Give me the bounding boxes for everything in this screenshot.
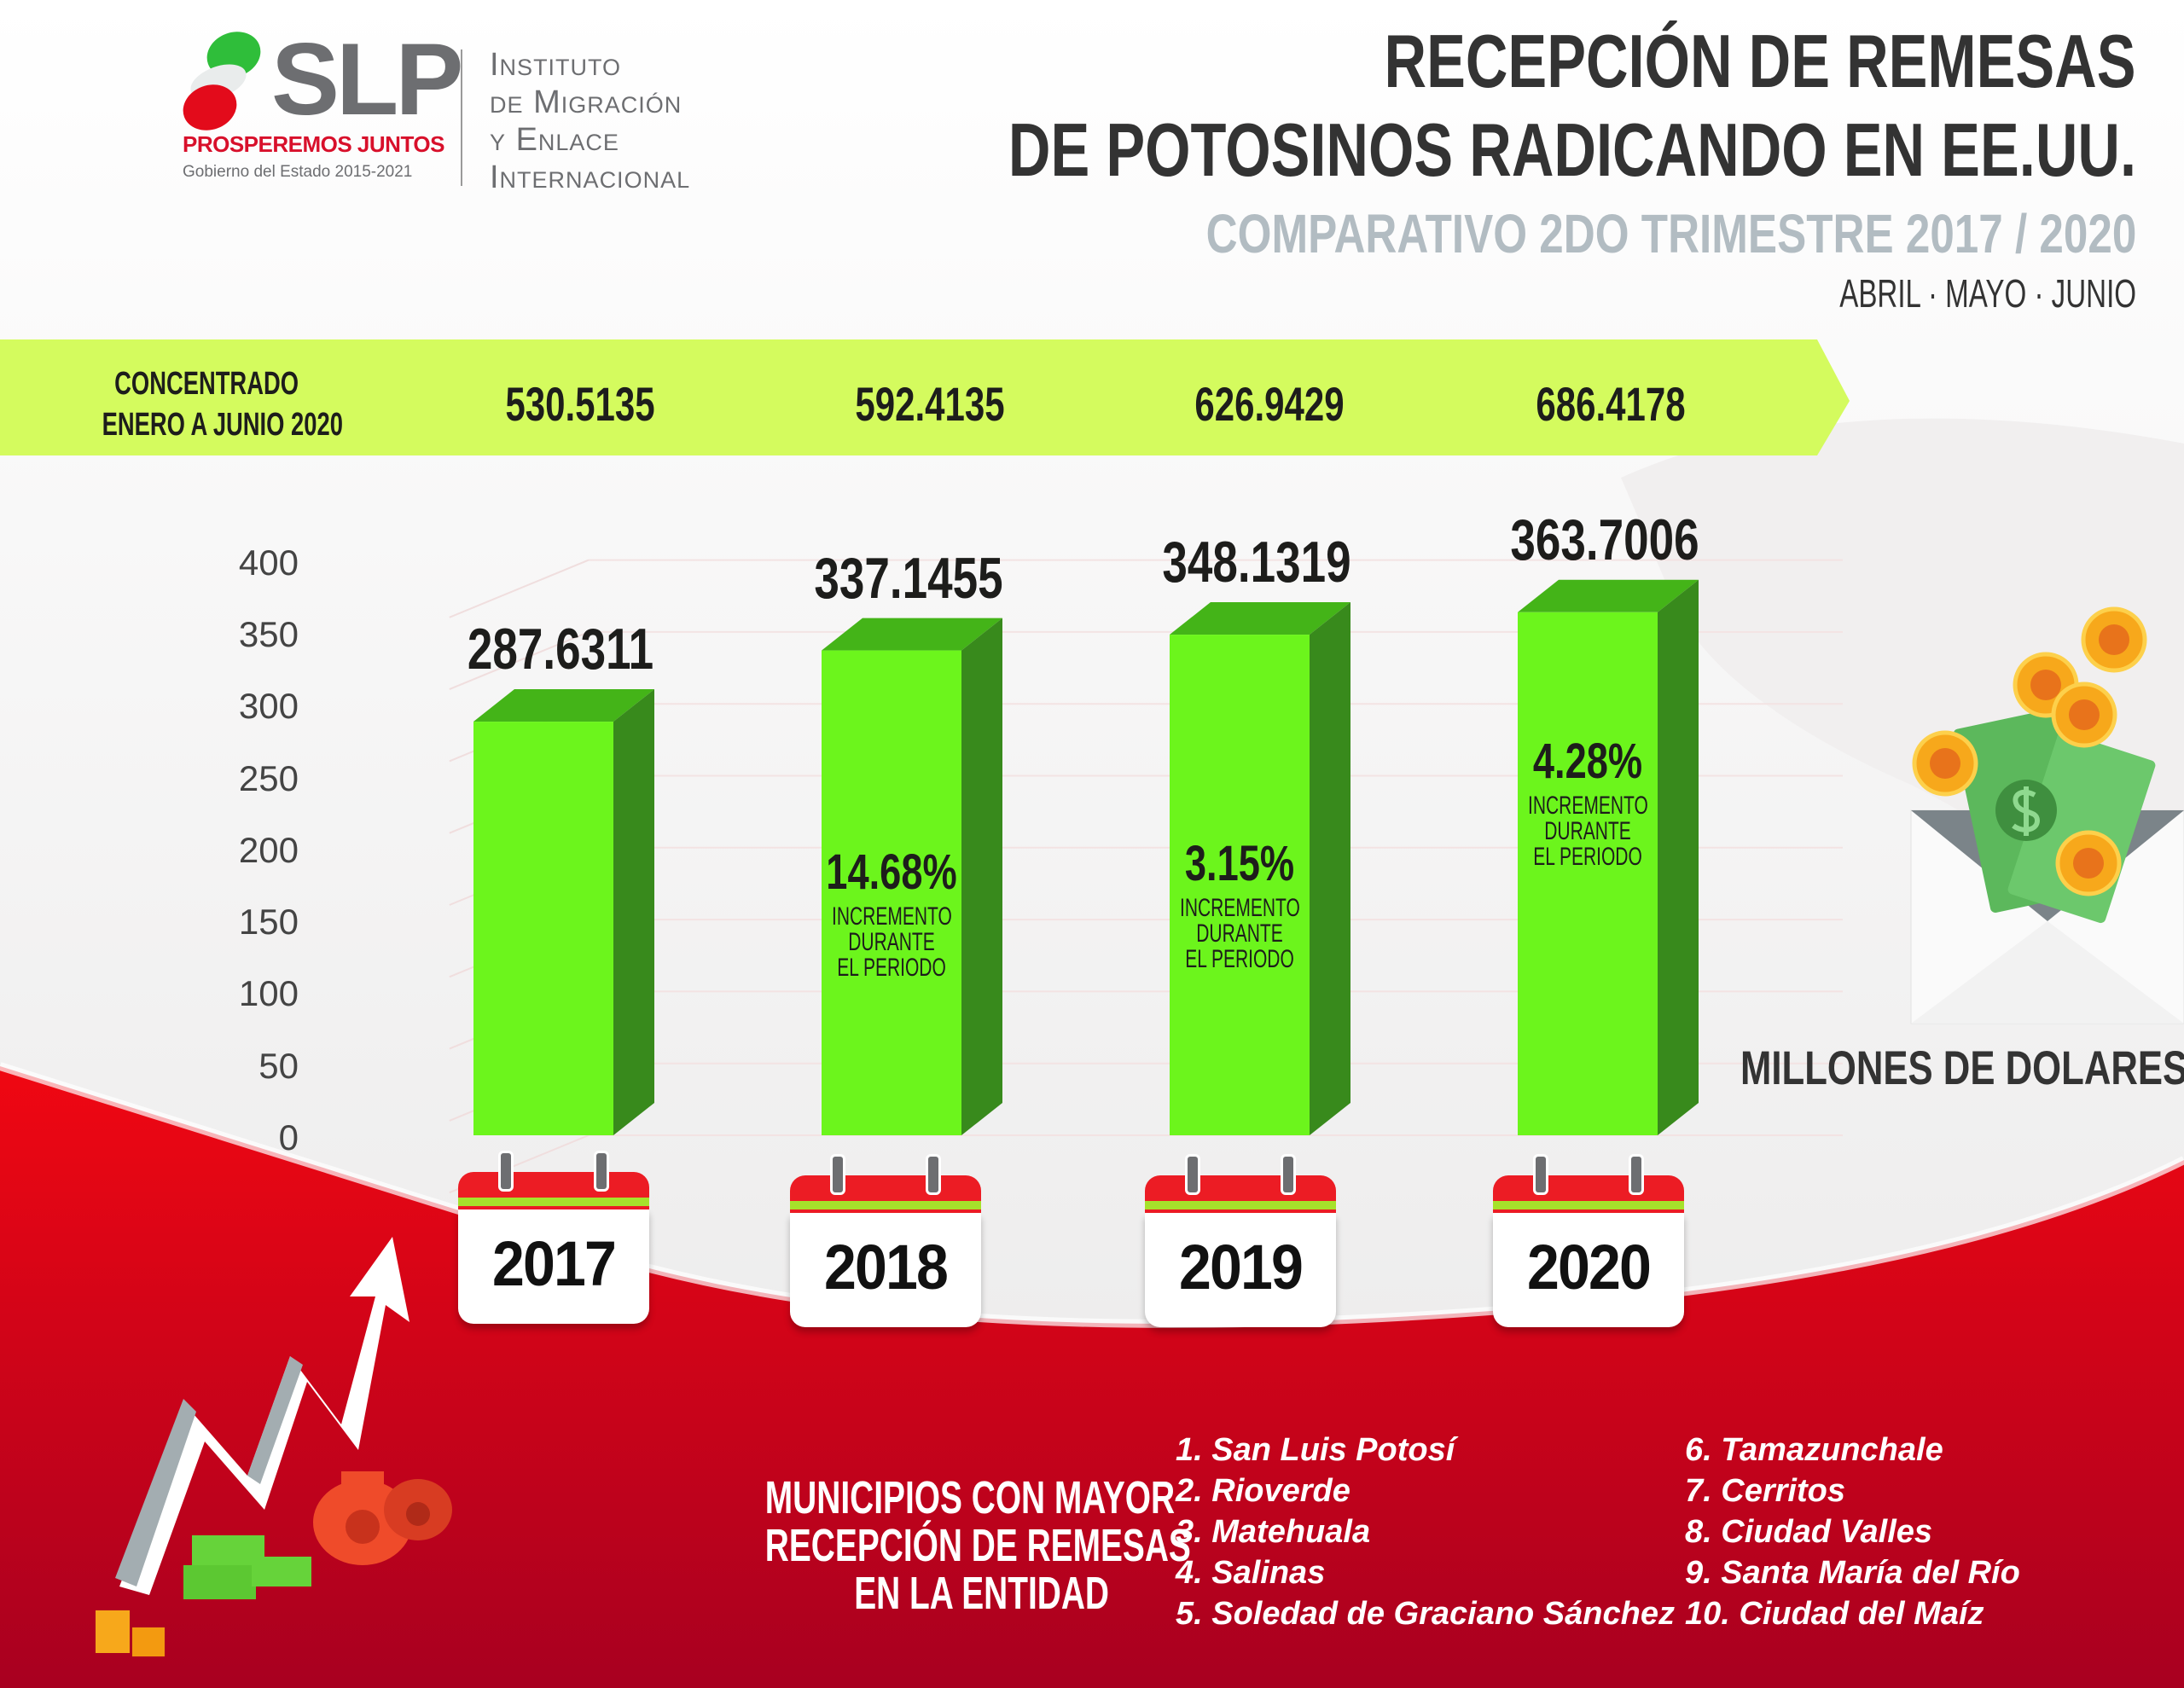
bar-top-2019: [1170, 602, 1350, 635]
band-value-2018: 592.4135: [855, 377, 1005, 431]
increment-caption: INCREMENTO: [1180, 894, 1300, 922]
calendar-year: 2018: [823, 1232, 949, 1302]
increment-percent: 4.28%: [1532, 734, 1643, 789]
increment-percent: 3.15%: [1184, 836, 1295, 891]
bar-2018: [822, 650, 961, 1135]
y-tick-label: 0: [278, 1117, 299, 1157]
logo-government: Gobierno del Estado 2015-2021: [183, 163, 413, 181]
calendar-2017: 2017: [458, 1153, 649, 1324]
band-label-line-1: CONCENTRADO: [114, 366, 299, 402]
growth-arrow-icon: [96, 1237, 452, 1656]
calendar-year: 2017: [491, 1228, 617, 1299]
municipio-item: 5. Soledad de Graciano Sánchez: [1176, 1596, 1675, 1632]
bar-top-2018: [822, 618, 1002, 651]
calendar-2018: 2018: [790, 1157, 981, 1327]
bar-side-2018: [961, 618, 1002, 1135]
calendar-year: 2019: [1178, 1232, 1304, 1302]
municipio-item: 10. Ciudad del Maíz: [1685, 1596, 1984, 1632]
bar-value-label: 363.7006: [1510, 507, 1699, 572]
increment-caption: DURANTE: [848, 928, 935, 956]
summary-band: [0, 339, 1850, 455]
units-label: MILLONES DE DOLARES: [1740, 1041, 2184, 1094]
institute-line-1: Instituto: [490, 47, 622, 83]
increment-percent: 14.68%: [826, 844, 957, 900]
increment-caption: INCREMENTO: [1528, 792, 1648, 820]
red-wave: [0, 1066, 2184, 1688]
bar-top-2020: [1518, 579, 1699, 612]
bar-value-label: 337.1455: [814, 545, 1003, 611]
y-tick-label: 250: [238, 757, 299, 798]
municipios-title: MUNICIPIOS CON MAYOR RECEPCIÓN DE REMESA…: [764, 1472, 1191, 1619]
municipios-list-col-1: 1. San Luis Potosí 2. Rioverde 3. Matehu…: [1176, 1430, 1675, 1634]
bar-top-2017: [473, 689, 654, 722]
gridline-diagonal: [449, 630, 590, 691]
institute-line-4: Internacional: [490, 160, 691, 195]
municipio-item: 6. Tamazunchale: [1685, 1432, 1943, 1468]
title-line-1: RECEPCIÓN DE REMESAS: [1384, 19, 2136, 103]
municipio-item: 1. San Luis Potosí: [1176, 1432, 1455, 1468]
bar-2019: [1170, 635, 1310, 1135]
municipio-item: 7. Cerritos: [1685, 1473, 1845, 1509]
bar-value-label: 348.1319: [1162, 530, 1351, 595]
y-tick-label: 50: [258, 1045, 299, 1086]
institute-line-3: y Enlace: [490, 122, 619, 158]
y-tick-label: 100: [238, 973, 299, 1014]
bar-side-2019: [1310, 602, 1350, 1135]
bar-side-2020: [1658, 579, 1699, 1135]
calendar-year: 2020: [1526, 1232, 1652, 1302]
bar-side-2017: [613, 689, 654, 1135]
months-label: ABRIL · MAYO · JUNIO: [1839, 271, 2136, 316]
coin-icon: [1912, 730, 1978, 797]
municipio-item: 3. Matehuala: [1176, 1514, 1371, 1550]
coin-icon: [2055, 830, 2122, 896]
y-tick-label: 400: [238, 542, 299, 583]
y-tick-label: 350: [238, 613, 299, 654]
logo-tagline: PROSPEREMOS JUNTOS: [183, 131, 444, 157]
money-envelope-icon: [1910, 606, 2184, 1024]
band-value-2019: 626.9429: [1194, 377, 1345, 431]
cash-stack-icon: [183, 1535, 311, 1599]
gridline-diagonal: [449, 559, 590, 618]
bar-value-label: 287.6311: [467, 617, 654, 682]
increment-caption: EL PERIODO: [1533, 843, 1642, 871]
band-value-2020: 686.4178: [1536, 377, 1686, 431]
y-tick-label: 300: [238, 686, 299, 727]
institute-line-2: de Migración: [490, 84, 682, 120]
municipio-item: 4. Salinas: [1176, 1555, 1326, 1591]
logo-brand: SLP: [271, 22, 463, 136]
increment-caption: DURANTE: [1196, 919, 1283, 948]
y-tick-label: 150: [238, 902, 299, 943]
municipios-title-line-3: EN LA ENTIDAD: [854, 1568, 1109, 1619]
bar-2017: [473, 722, 613, 1135]
municipio-item: 9. Santa María del Río: [1685, 1555, 2020, 1591]
money-bag-icon: [313, 1471, 452, 1565]
bar-2020: [1518, 612, 1658, 1135]
slp-logo-icon: [183, 32, 261, 131]
calendar-2019: 2019: [1145, 1157, 1336, 1327]
subtitle: COMPARATIVO 2DO TRIMESTRE 2017 / 2020: [1205, 203, 2136, 264]
band-value-2017: 530.5135: [505, 377, 655, 431]
coin-icon: [2081, 606, 2147, 673]
increment-caption: EL PERIODO: [837, 954, 946, 982]
coin-stack-icon: [96, 1610, 165, 1656]
y-tick-label: 200: [238, 829, 299, 870]
increment-caption: DURANTE: [1544, 817, 1631, 845]
coin-icon: [2051, 682, 2117, 748]
increment-caption: EL PERIODO: [1185, 945, 1294, 973]
municipios-title-line-1: MUNICIPIOS CON MAYOR: [764, 1472, 1176, 1523]
municipio-item: 8. Ciudad Valles: [1685, 1514, 1933, 1550]
municipio-item: 2. Rioverde: [1176, 1473, 1350, 1509]
increment-caption: INCREMENTO: [832, 902, 952, 931]
municipios-list-col-2: 6. Tamazunchale 7. Cerritos 8. Ciudad Va…: [1685, 1430, 2020, 1634]
logo-divider: [461, 49, 462, 186]
municipios-title-line-2: RECEPCIÓN DE REMESAS: [764, 1520, 1191, 1571]
title-line-2: DE POTOSINOS RADICANDO EN EE.UU.: [1008, 107, 2136, 192]
calendar-2020: 2020: [1493, 1157, 1684, 1327]
